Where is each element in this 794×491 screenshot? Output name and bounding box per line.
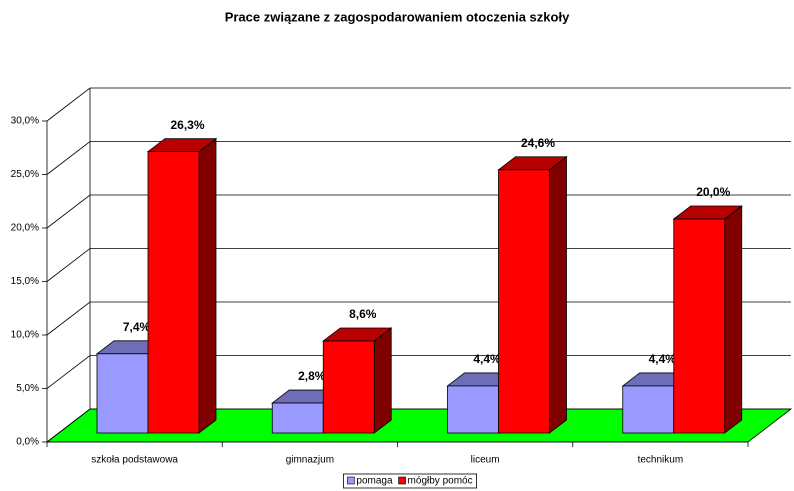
grid-line [46,141,791,175]
x-tick-label: liceum [471,455,500,466]
data-label: 26,3% [170,118,204,132]
bar [322,327,393,434]
data-label: 7,4% [123,320,151,334]
bar-front [96,353,149,434]
bar-side [549,155,567,434]
y-tick-label: 30,0% [11,116,39,127]
y-tick-label: 25,0% [11,169,39,180]
legend-label: mógłby pomóc [408,476,473,487]
bar-side [724,205,743,434]
x-tick-label: gimnazjum [286,455,334,466]
x-tick-label: szkoła podstawowa [91,455,178,466]
data-label: 2,8% [298,369,326,383]
bar-side [373,327,392,434]
bar-front [147,151,200,434]
y-tick-label: 10,0% [11,330,39,341]
y-tick-label: 20,0% [11,223,39,234]
bar-front [673,218,726,434]
bar [497,155,568,434]
y-tick-label: 0,0% [16,437,39,448]
data-label: 4,4% [649,352,677,366]
bar [672,205,743,434]
legend: pomaga mógłby pomóc [343,473,477,489]
x-tick-label: technikum [638,455,684,466]
y-tick-label: 5,0% [16,383,39,394]
data-label: 24,6% [521,136,555,150]
bar [146,137,218,434]
data-label: 20,0% [696,185,730,199]
y-tick-label: 15,0% [11,276,39,287]
legend-swatch [398,476,406,485]
bar-front [322,340,375,434]
grid-line [46,87,791,122]
data-label: 8,6% [349,307,377,321]
legend-swatch [347,476,355,485]
data-label: 4,4% [473,352,501,366]
bar-front [498,169,550,434]
bar-front [622,385,675,434]
bar-side [198,137,217,434]
bar-front [447,385,499,434]
bar-front [271,402,324,434]
chart-title: Prace związane z zagospodarowaniem otocz… [225,9,570,24]
legend-label: pomaga [356,476,393,487]
legend-box [343,473,477,489]
